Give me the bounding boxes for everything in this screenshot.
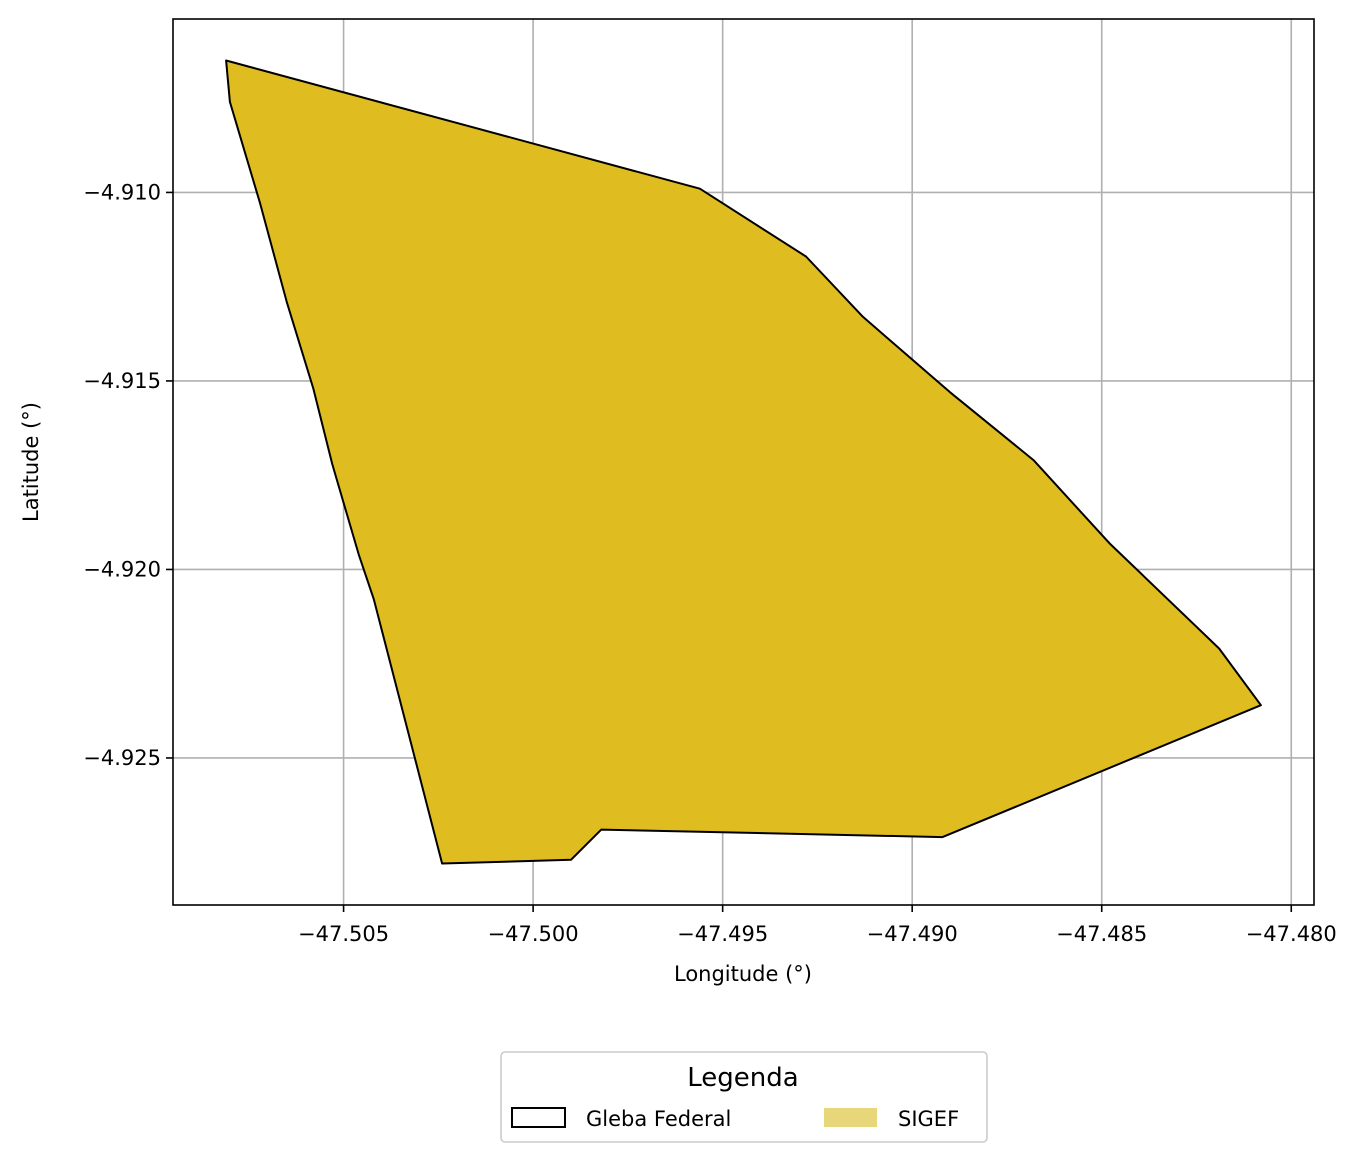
legend-title: Legenda	[687, 1063, 798, 1093]
y-axis-ticks: −4.910 −4.915 −4.920 −4.925	[83, 180, 173, 770]
legend-label-sigef: SIGEF	[898, 1107, 959, 1131]
legend-label-gleba-federal: Gleba Federal	[586, 1107, 731, 1131]
x-axis-label: Longitude (°)	[674, 962, 812, 986]
y-tick-label-1: −4.915	[83, 369, 161, 393]
polygon-sigef	[225, 59, 1262, 865]
y-tick-label-2: −4.920	[83, 557, 161, 581]
y-axis-label: Latitude (°)	[19, 402, 43, 522]
plot-frame	[172, 18, 1315, 906]
x-tick-label-0: −47.505	[298, 922, 389, 946]
legend-swatch-gleba-federal	[511, 1107, 566, 1128]
plot-area: −47.505 −47.500 −47.495 −47.490 −47.485 −47.4…	[83, 18, 1337, 946]
y-tick-label-0: −4.910	[83, 180, 161, 204]
x-tick-label-5: −47.480	[1246, 922, 1337, 946]
polygon-layer	[225, 59, 1262, 865]
x-tick-label-2: −47.495	[677, 922, 768, 946]
x-tick-label-3: −47.490	[867, 922, 958, 946]
y-tick-label-3: −4.925	[83, 746, 161, 770]
x-tick-label-1: −47.500	[488, 922, 579, 946]
legend-swatch-sigef	[824, 1108, 877, 1127]
legend: Legenda Gleba Federal SIGEF	[500, 1051, 988, 1143]
x-axis-ticks: −47.505 −47.500 −47.495 −47.490 −47.485 −47.4…	[298, 905, 1337, 946]
x-tick-label-4: −47.485	[1056, 922, 1147, 946]
